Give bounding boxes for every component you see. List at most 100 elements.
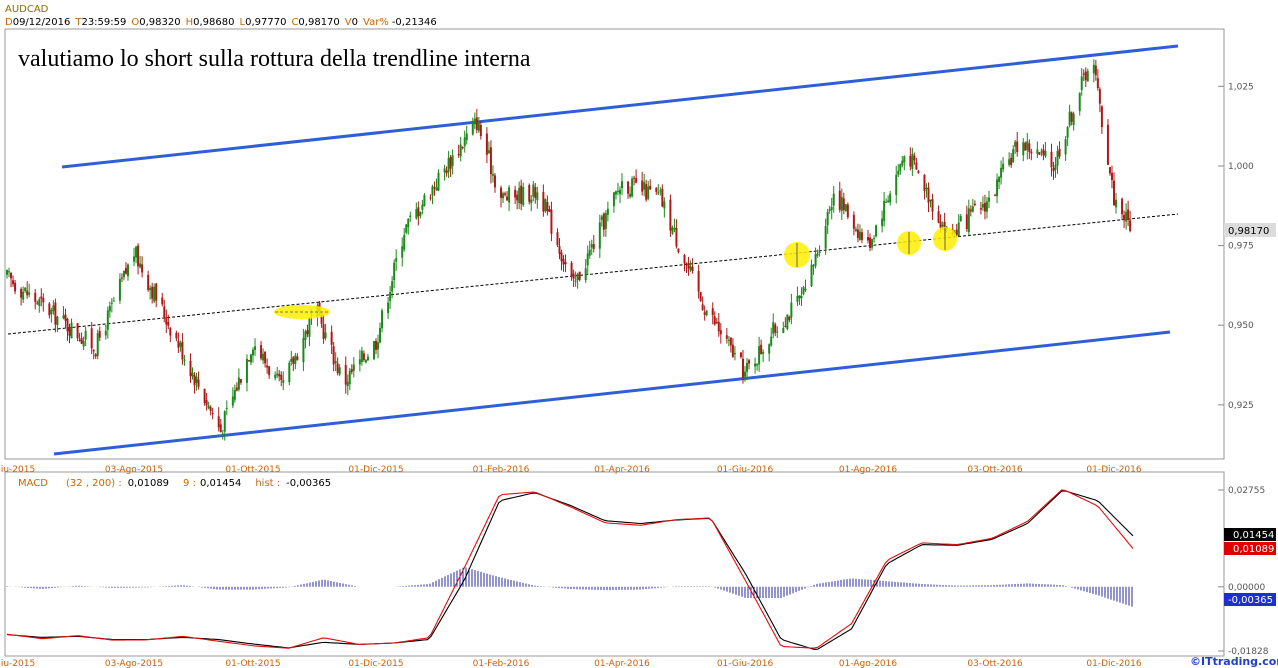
candle-bull xyxy=(276,373,279,376)
candle-bear xyxy=(141,264,144,273)
candle-bear xyxy=(677,248,680,253)
candle-bull xyxy=(987,197,990,202)
candle-bull xyxy=(473,118,476,125)
candle-bull xyxy=(536,192,539,201)
candle-bear xyxy=(719,330,722,335)
candle-bull xyxy=(463,137,466,147)
candle-bear xyxy=(211,413,214,415)
candle-bull xyxy=(1002,163,1005,170)
candle-bear xyxy=(729,337,732,346)
candle-bull xyxy=(274,374,277,379)
candle-bear xyxy=(1058,149,1061,157)
candle-bear xyxy=(560,252,563,262)
candle-bull xyxy=(629,193,632,197)
candle-bull xyxy=(657,192,660,194)
signal-badge: 0,01454 xyxy=(1233,530,1274,541)
candle-bear xyxy=(1038,152,1041,155)
candle-bull xyxy=(52,305,55,312)
macd-tick-label: 0,02755 xyxy=(1228,486,1265,496)
date-tick-label: 01-Ott-2015 xyxy=(225,659,280,668)
candle-bull xyxy=(1066,127,1069,138)
candle-bear xyxy=(163,306,166,319)
candle-bull xyxy=(1054,164,1057,170)
candle-bear xyxy=(1016,141,1019,153)
candle-bull xyxy=(364,359,367,363)
candle-bull xyxy=(782,328,785,333)
time-value: 23:59:59 xyxy=(81,17,126,28)
candle-bull xyxy=(377,342,380,350)
candle-bull xyxy=(122,270,125,278)
macd-name: MACD xyxy=(18,478,48,489)
candle-bull xyxy=(334,360,337,364)
candle-bull xyxy=(616,190,619,192)
signal-value: 0,01454 xyxy=(200,478,241,489)
candle-bear xyxy=(278,373,281,377)
candle-bear xyxy=(675,228,678,247)
candle-bear xyxy=(564,261,567,265)
candle-bull xyxy=(1040,151,1043,153)
candle-bear xyxy=(1028,143,1031,152)
candle-bear xyxy=(917,170,920,173)
price-tick-label: 1,000 xyxy=(1228,162,1254,172)
candle-bear xyxy=(558,246,561,254)
candle-bull xyxy=(360,350,363,363)
candle-bear xyxy=(516,194,519,201)
candle-bull xyxy=(294,355,297,364)
inner-trendline[interactable] xyxy=(7,213,1179,335)
candle-bull xyxy=(1072,113,1075,125)
candle-bull xyxy=(854,229,857,231)
candle-bear xyxy=(260,345,263,359)
candle-bull xyxy=(290,358,293,363)
candle-bear xyxy=(655,187,658,192)
candle-bull xyxy=(387,302,390,314)
candle-bull xyxy=(727,339,730,341)
candle-bull xyxy=(491,173,494,176)
candle-bear xyxy=(1121,198,1124,215)
date-key: D xyxy=(5,17,13,28)
macd-histogram xyxy=(6,567,1133,607)
candle-bear xyxy=(983,202,986,212)
candle-bull xyxy=(262,353,265,361)
candle-bear xyxy=(869,237,872,248)
candle-bear xyxy=(1050,151,1053,168)
candle-bull xyxy=(746,362,749,372)
candle-bull xyxy=(372,341,375,360)
candle-bear xyxy=(788,316,791,321)
candle-bull xyxy=(252,349,254,356)
candle-bear xyxy=(852,214,855,229)
channel-lower-trendline[interactable] xyxy=(53,330,1171,456)
channel-upper-trendline[interactable] xyxy=(61,44,1179,169)
candle-bear xyxy=(475,117,478,130)
candle-bull xyxy=(883,200,886,221)
candle-bear xyxy=(296,356,299,361)
candle-bear xyxy=(741,358,744,378)
candle-bear xyxy=(235,387,238,391)
candle-bull xyxy=(804,288,807,291)
candle-bear xyxy=(219,424,222,433)
candle-bull xyxy=(998,177,1001,182)
candle-bear xyxy=(669,199,672,231)
candle-bull xyxy=(586,253,589,266)
candle-bull xyxy=(770,336,773,346)
candle-bull xyxy=(875,225,878,237)
candle-bull xyxy=(135,246,138,258)
candle-bull xyxy=(421,204,424,210)
candle-bear xyxy=(943,221,946,231)
candle-bull xyxy=(895,174,898,195)
chart-annotation: valutiamo lo short sulla rottura della t… xyxy=(18,46,531,72)
candle-bear xyxy=(175,332,178,339)
candle-bull xyxy=(308,317,311,337)
candle-bear xyxy=(939,221,942,228)
candle-bull xyxy=(959,215,962,222)
volume-value: 0 xyxy=(352,17,358,28)
date-tick-label: 01-Apr-2016 xyxy=(594,465,650,475)
candle-bull xyxy=(381,310,384,329)
date-tick-label: 03-Ago-2015 xyxy=(105,659,163,668)
candle-bear xyxy=(725,335,728,339)
candle-bear xyxy=(748,360,751,364)
candle-bear xyxy=(602,213,605,230)
candle-bull xyxy=(584,268,587,281)
candle-bull xyxy=(366,356,369,361)
candle-bull xyxy=(776,331,779,333)
candle-bear xyxy=(506,196,509,201)
